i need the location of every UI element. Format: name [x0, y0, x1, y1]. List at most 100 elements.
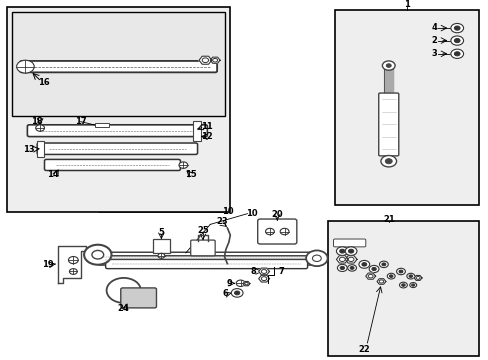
Circle shape: [234, 291, 239, 295]
Circle shape: [450, 23, 463, 33]
Circle shape: [347, 257, 353, 261]
Circle shape: [337, 264, 346, 271]
Text: 2: 2: [430, 36, 436, 45]
Circle shape: [179, 162, 187, 168]
FancyBboxPatch shape: [257, 219, 296, 244]
Text: 21: 21: [382, 215, 394, 224]
Circle shape: [106, 278, 141, 303]
Circle shape: [212, 58, 217, 62]
Polygon shape: [58, 246, 85, 283]
FancyBboxPatch shape: [378, 93, 398, 156]
Text: 3: 3: [430, 49, 436, 58]
Text: 22: 22: [358, 345, 369, 354]
FancyBboxPatch shape: [20, 61, 217, 72]
Circle shape: [401, 284, 405, 286]
Text: 19: 19: [42, 260, 54, 269]
Text: 16: 16: [38, 78, 50, 87]
Text: 1: 1: [404, 0, 409, 9]
Circle shape: [92, 251, 103, 259]
Circle shape: [265, 228, 274, 235]
Bar: [152, 239, 170, 253]
Polygon shape: [336, 256, 347, 263]
Text: 12: 12: [201, 132, 213, 141]
Bar: [334, 10, 478, 205]
Circle shape: [36, 125, 44, 131]
Circle shape: [398, 270, 402, 273]
Text: 7: 7: [278, 267, 284, 276]
Bar: [95, 123, 109, 127]
Circle shape: [305, 251, 327, 266]
FancyBboxPatch shape: [27, 125, 207, 136]
Text: 17: 17: [75, 117, 86, 126]
Circle shape: [382, 61, 394, 70]
Circle shape: [453, 26, 459, 30]
Circle shape: [358, 260, 369, 268]
Circle shape: [381, 263, 385, 266]
Text: 5: 5: [158, 228, 164, 237]
Circle shape: [261, 270, 266, 274]
Circle shape: [453, 52, 459, 56]
Text: 11: 11: [201, 122, 213, 131]
FancyBboxPatch shape: [333, 239, 365, 247]
Circle shape: [347, 265, 356, 271]
Circle shape: [415, 276, 419, 279]
Bar: [7, 7, 229, 212]
Bar: [193, 121, 201, 140]
Circle shape: [69, 269, 77, 274]
Circle shape: [408, 275, 412, 278]
Circle shape: [386, 64, 390, 67]
Text: 15: 15: [184, 170, 196, 179]
Circle shape: [450, 36, 463, 45]
FancyBboxPatch shape: [190, 240, 215, 256]
FancyBboxPatch shape: [37, 143, 197, 154]
Polygon shape: [345, 256, 356, 263]
FancyBboxPatch shape: [91, 252, 322, 261]
Circle shape: [339, 249, 344, 253]
Circle shape: [202, 58, 208, 63]
Text: 8: 8: [250, 267, 256, 276]
Circle shape: [361, 262, 366, 266]
Circle shape: [399, 282, 407, 288]
Circle shape: [312, 255, 321, 261]
Text: 23: 23: [216, 217, 228, 226]
Circle shape: [396, 268, 405, 275]
Polygon shape: [210, 57, 220, 63]
Circle shape: [17, 60, 34, 73]
Text: 20: 20: [271, 210, 283, 219]
Circle shape: [406, 273, 414, 279]
Text: 24: 24: [118, 305, 129, 314]
Circle shape: [411, 284, 414, 286]
Polygon shape: [376, 279, 385, 284]
FancyBboxPatch shape: [44, 159, 180, 171]
Circle shape: [158, 253, 164, 258]
Circle shape: [453, 39, 459, 43]
Bar: [12, 12, 224, 116]
Circle shape: [380, 156, 396, 167]
Text: 10: 10: [246, 209, 258, 218]
Polygon shape: [413, 275, 421, 280]
Circle shape: [385, 159, 391, 164]
Text: 9: 9: [226, 279, 232, 288]
Text: 13: 13: [23, 145, 35, 154]
Circle shape: [379, 280, 383, 283]
Text: 6: 6: [223, 289, 228, 298]
Circle shape: [386, 273, 394, 279]
FancyBboxPatch shape: [98, 256, 314, 265]
FancyBboxPatch shape: [121, 288, 156, 308]
Polygon shape: [243, 282, 249, 286]
Text: 25: 25: [197, 226, 208, 235]
Circle shape: [236, 280, 244, 287]
Text: 18: 18: [31, 117, 42, 126]
Circle shape: [231, 289, 243, 297]
Circle shape: [345, 247, 356, 256]
Circle shape: [371, 267, 376, 271]
Circle shape: [84, 245, 111, 265]
Circle shape: [244, 282, 247, 285]
Text: 4: 4: [430, 23, 436, 32]
Polygon shape: [199, 56, 211, 64]
Polygon shape: [258, 268, 269, 275]
Circle shape: [349, 266, 353, 269]
Bar: [37, 141, 43, 157]
FancyBboxPatch shape: [105, 259, 307, 269]
Circle shape: [379, 261, 387, 267]
